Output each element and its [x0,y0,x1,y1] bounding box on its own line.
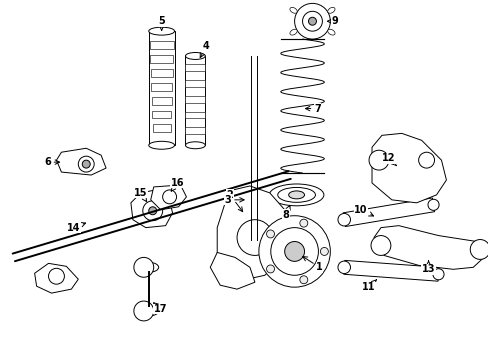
Circle shape [163,190,176,204]
Text: 1: 1 [303,257,323,272]
Polygon shape [374,226,486,269]
Circle shape [300,276,308,284]
Circle shape [428,199,439,210]
Circle shape [470,239,490,260]
Text: 13: 13 [422,261,435,274]
Circle shape [433,269,444,280]
Text: 4: 4 [200,41,210,58]
Circle shape [237,220,273,255]
Ellipse shape [139,262,159,272]
Text: 9: 9 [327,16,339,26]
Circle shape [309,17,317,25]
Text: 11: 11 [362,280,377,292]
Bar [185,127,205,134]
Circle shape [138,261,150,273]
Text: 15: 15 [134,188,147,202]
Ellipse shape [328,29,335,35]
Polygon shape [343,198,435,226]
Text: 17: 17 [153,303,168,314]
Polygon shape [35,264,78,293]
Ellipse shape [290,29,297,35]
Ellipse shape [149,141,174,149]
Bar [150,55,173,63]
Circle shape [369,150,389,170]
Bar [185,64,205,71]
Circle shape [294,3,330,39]
Bar [153,125,171,132]
Circle shape [418,152,435,168]
Bar [185,56,205,145]
Circle shape [338,261,350,274]
Polygon shape [343,260,439,281]
Ellipse shape [270,184,324,206]
Bar [185,112,205,118]
Ellipse shape [328,8,335,13]
Bar [185,80,205,87]
Text: 2: 2 [227,190,243,212]
Text: 14: 14 [67,222,86,233]
Circle shape [78,156,94,172]
Circle shape [267,230,274,238]
Circle shape [302,11,322,31]
Polygon shape [372,133,446,203]
Circle shape [49,268,64,284]
Circle shape [259,216,330,287]
Circle shape [371,235,391,255]
Text: 12: 12 [382,153,396,166]
Polygon shape [131,190,172,228]
Circle shape [149,207,157,215]
Text: 8: 8 [282,205,290,220]
Text: 3: 3 [225,195,244,205]
Circle shape [267,265,274,273]
Polygon shape [210,252,255,289]
Ellipse shape [149,27,174,35]
Circle shape [300,219,308,227]
Polygon shape [151,185,187,210]
Circle shape [271,228,318,275]
Bar [149,31,174,145]
Text: 16: 16 [171,178,184,191]
Ellipse shape [248,235,260,243]
Bar [152,111,171,118]
Ellipse shape [278,188,316,202]
Ellipse shape [185,53,205,59]
Text: 10: 10 [354,205,373,216]
Circle shape [138,305,150,317]
Polygon shape [56,148,106,175]
Bar [151,83,172,91]
Bar [150,41,173,49]
Circle shape [134,257,154,277]
Text: 7: 7 [305,104,321,113]
Text: 5: 5 [158,16,165,30]
Ellipse shape [290,8,297,13]
Text: 6: 6 [44,157,60,167]
Bar [152,96,172,105]
Ellipse shape [185,142,205,149]
Circle shape [338,213,350,226]
Circle shape [82,160,90,168]
Polygon shape [217,186,290,279]
Circle shape [285,242,305,261]
Circle shape [143,201,163,221]
Bar [185,96,205,103]
Bar [151,69,172,77]
Circle shape [320,247,328,255]
Circle shape [134,301,154,321]
Ellipse shape [139,306,159,316]
Ellipse shape [289,191,305,199]
